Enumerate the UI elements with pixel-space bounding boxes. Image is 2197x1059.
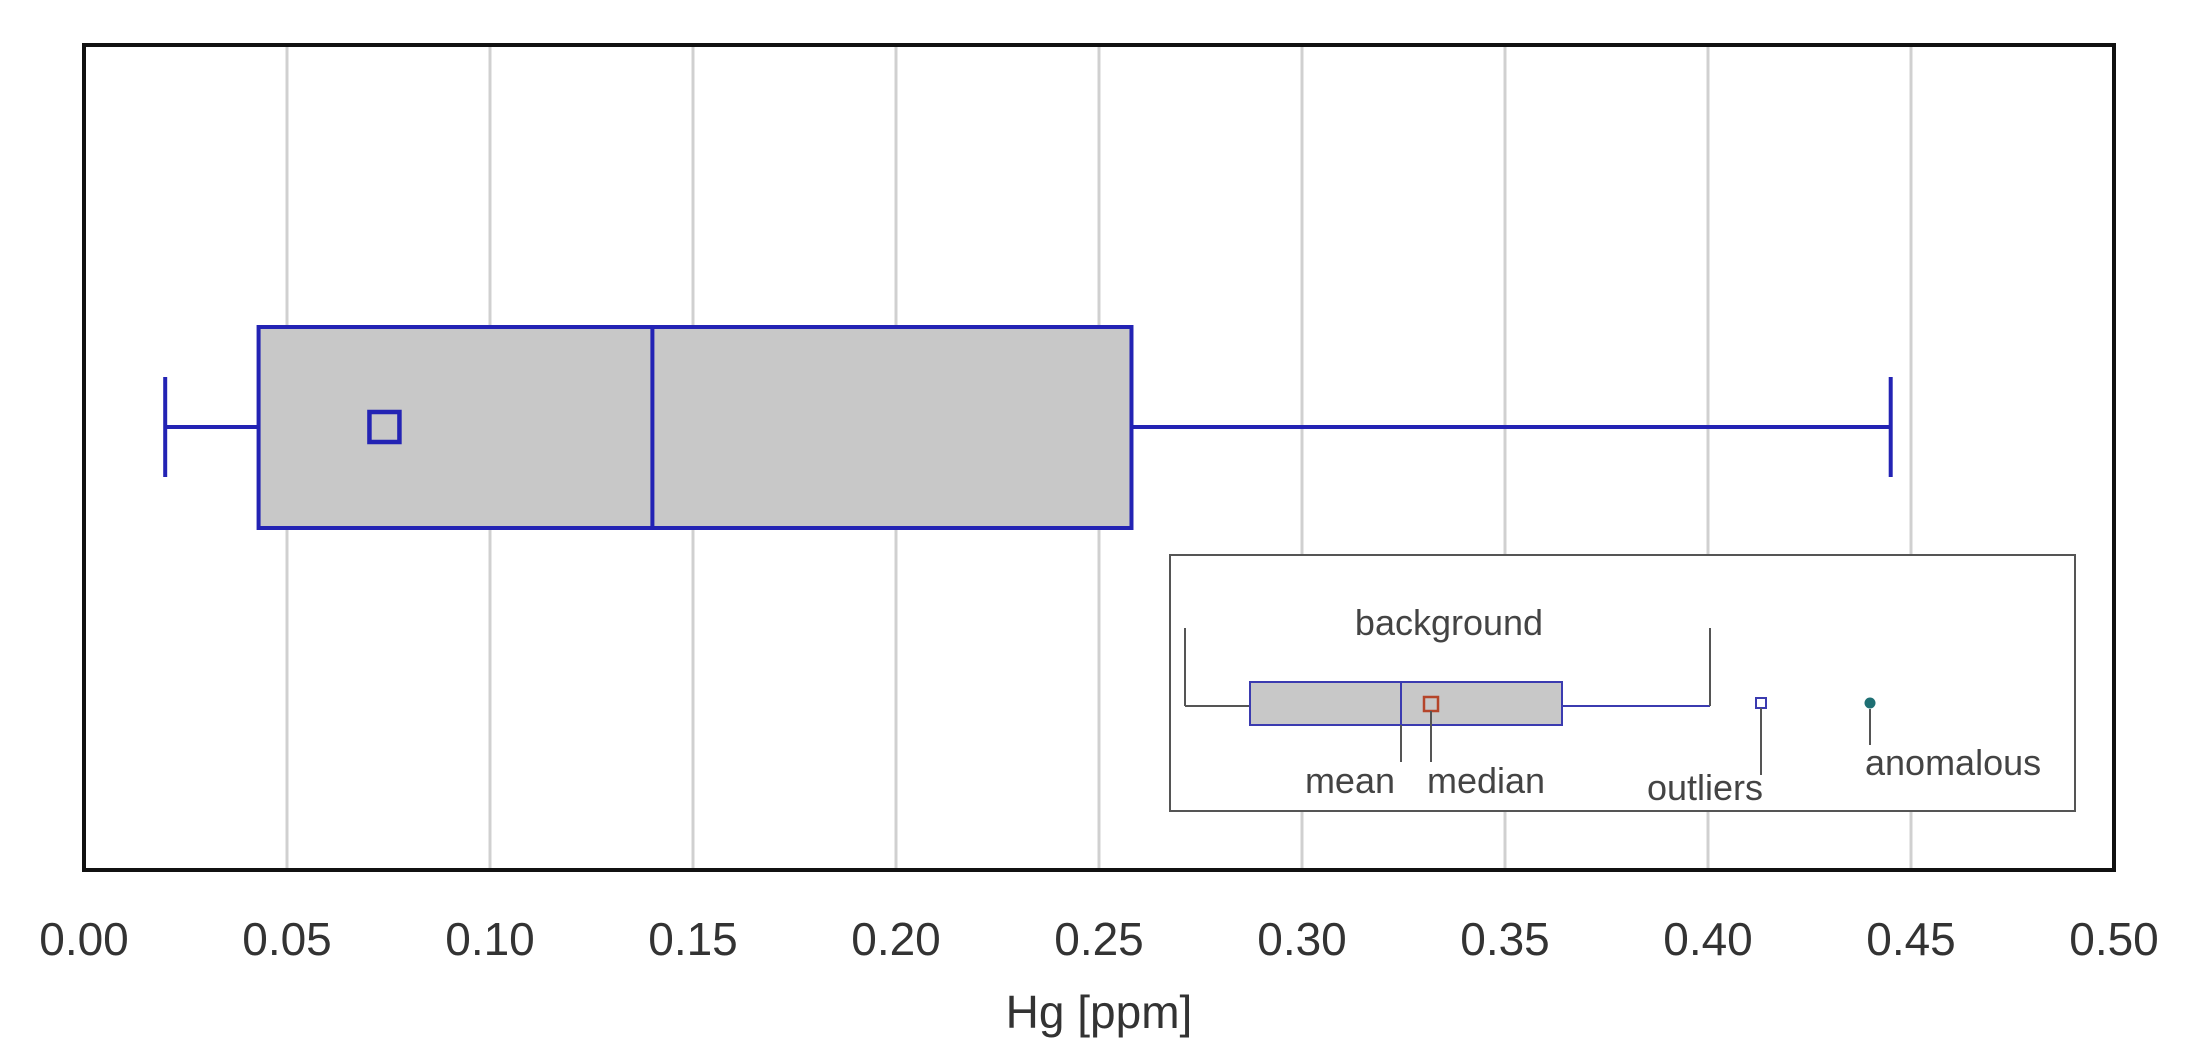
x-tick-label-8: 0.40 [1663, 913, 1753, 965]
legend-median-label: median [1427, 760, 1545, 801]
x-tick-label-1: 0.05 [242, 913, 332, 965]
x-tick-label-7: 0.35 [1460, 913, 1550, 965]
x-tick-label-3: 0.15 [648, 913, 738, 965]
legend-outliers-label: outliers [1647, 767, 1763, 808]
box-plot [163, 325, 1893, 530]
x-axis-ticks: 0.00 0.05 0.10 0.15 0.20 0.25 0.30 0.35 0.40 0.45… [39, 913, 2159, 965]
x-tick-label-9: 0.45 [1866, 913, 1956, 965]
legend: background mean median outliers anomalou… [1169, 554, 2076, 812]
x-tick-label-2: 0.10 [445, 913, 535, 965]
legend-box [1249, 681, 1563, 726]
x-tick-label-10: 0.50 [2069, 913, 2159, 965]
x-tick-label-5: 0.25 [1054, 913, 1144, 965]
x-tick-label-6: 0.30 [1257, 913, 1347, 965]
legend-mean-label: mean [1305, 760, 1395, 801]
legend-anomalous-marker [1864, 697, 1876, 709]
iqr-box [256, 325, 1134, 530]
legend-title: background [1355, 602, 1543, 643]
plot-frame [82, 43, 2116, 872]
x-axis-label: Hg [ppm] [1006, 986, 1193, 1038]
x-tick-label-4: 0.20 [851, 913, 941, 965]
legend-outlier-marker [1755, 697, 1767, 709]
x-tick-label-0: 0.00 [39, 913, 129, 965]
legend-anomalous-label: anomalous [1865, 742, 2041, 783]
mean-marker [367, 409, 402, 445]
